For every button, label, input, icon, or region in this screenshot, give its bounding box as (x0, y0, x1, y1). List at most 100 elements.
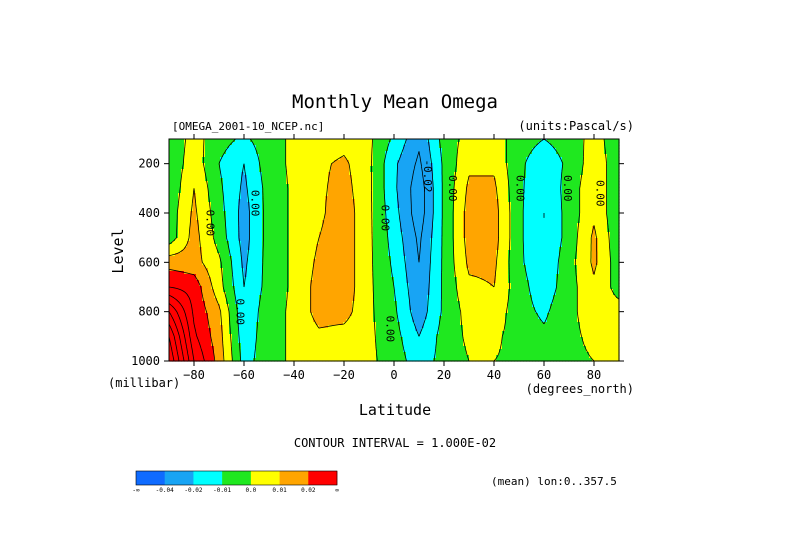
field-cell (313, 181, 317, 185)
field-cell (598, 208, 602, 212)
field-cell (193, 217, 197, 221)
field-cell (256, 223, 260, 227)
field-cell (529, 211, 533, 215)
field-cell (526, 190, 530, 194)
field-cell (340, 148, 344, 152)
field-cell (544, 196, 548, 200)
field-cell (232, 211, 236, 215)
field-cell (547, 202, 551, 206)
field-cell (517, 181, 521, 185)
field-cell (595, 157, 599, 161)
field-cell (514, 184, 518, 188)
field-cell (568, 205, 572, 209)
field-cell (280, 175, 284, 179)
field-cell (403, 151, 407, 155)
field-cell (607, 169, 611, 173)
field-cell (565, 163, 569, 167)
field-cell (517, 163, 521, 167)
field-cell (460, 223, 464, 227)
field-cell (319, 160, 323, 164)
field-cell (175, 205, 179, 209)
field-cell (214, 175, 218, 179)
field-cell (457, 163, 461, 167)
field-cell (241, 181, 245, 185)
field-cell (484, 181, 488, 185)
field-cell (418, 208, 422, 212)
field-cell (586, 220, 590, 224)
field-cell (343, 214, 347, 218)
field-cell (457, 193, 461, 197)
field-cell (538, 172, 542, 176)
field-cell (223, 193, 227, 197)
field-cell (493, 202, 497, 206)
field-cell (256, 226, 260, 230)
field-cell (559, 163, 563, 167)
field-cell (307, 148, 311, 152)
field-cell (448, 178, 452, 182)
field-cell (280, 184, 284, 188)
field-cell (262, 193, 266, 197)
field-cell (295, 142, 299, 146)
field-cell (193, 151, 197, 155)
field-cell (577, 148, 581, 152)
field-cell (562, 226, 566, 230)
field-cell (211, 175, 215, 179)
field-cell (349, 205, 353, 209)
field-cell (301, 142, 305, 146)
field-cell (493, 223, 497, 227)
field-cell (553, 154, 557, 158)
field-cell (394, 166, 398, 170)
field-cell (187, 163, 191, 167)
field-cell (424, 154, 428, 158)
field-cell (346, 151, 350, 155)
field-cell (499, 202, 503, 206)
field-cell (577, 166, 581, 170)
field-cell (328, 226, 332, 230)
field-cell (394, 205, 398, 209)
field-cell (277, 211, 281, 215)
field-cell (568, 196, 572, 200)
field-cell (601, 166, 605, 170)
field-cell (526, 202, 530, 206)
field-cell (550, 169, 554, 173)
field-cell (376, 193, 380, 197)
field-cell (343, 190, 347, 194)
field-cell (391, 163, 395, 167)
field-cell (556, 139, 560, 143)
field-cell (616, 172, 620, 176)
field-cell (436, 157, 440, 161)
field-cell (535, 172, 539, 176)
field-cell (229, 190, 233, 194)
field-cell (208, 184, 212, 188)
field-cell (319, 199, 323, 203)
field-cell (280, 226, 284, 230)
field-cell (238, 184, 242, 188)
field-cell (541, 163, 545, 167)
field-cell (481, 193, 485, 197)
field-cell (460, 226, 464, 230)
field-cell (484, 220, 488, 224)
field-cell (421, 202, 425, 206)
field-cell (409, 151, 413, 155)
field-cell (169, 157, 173, 161)
field-cell (310, 157, 314, 161)
field-cell (607, 139, 611, 143)
field-cell (331, 220, 335, 224)
field-cell (511, 166, 515, 170)
field-cell (439, 160, 443, 164)
field-cell (541, 175, 545, 179)
field-cell (253, 229, 257, 233)
field-cell (238, 226, 242, 230)
field-cell (256, 163, 260, 167)
field-cell (379, 226, 383, 230)
field-cell (574, 142, 578, 146)
field-cell (364, 148, 368, 152)
field-cell (397, 193, 401, 197)
field-cell (607, 154, 611, 158)
field-cell (316, 187, 320, 191)
field-cell (460, 178, 464, 182)
field-cell (235, 208, 239, 212)
field-cell (562, 154, 566, 158)
field-cell (604, 166, 608, 170)
field-cell (214, 148, 218, 152)
